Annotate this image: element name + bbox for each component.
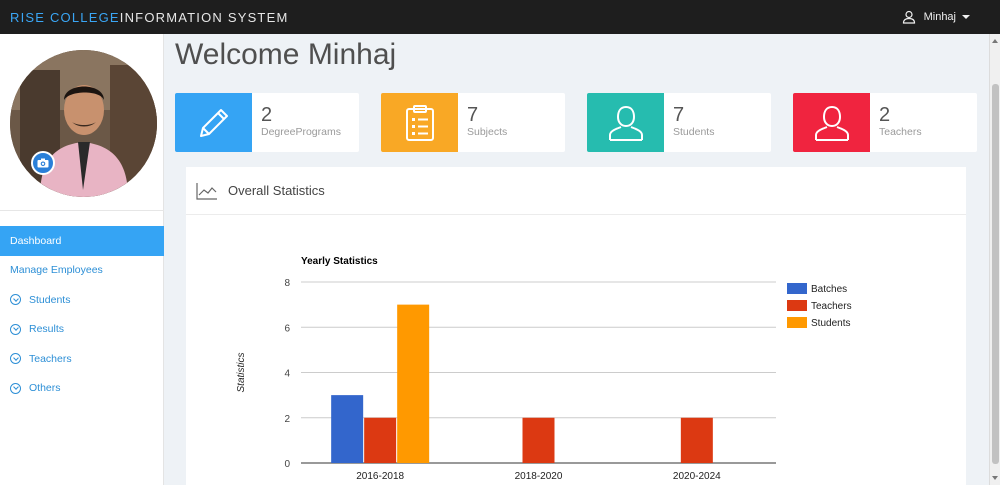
stat-card-students[interactable]: 7 Students [587,93,771,152]
stat-value: 2 [879,104,891,126]
stat-card-icon-box [175,93,252,152]
overall-statistics-panel: Overall Statistics Yearly Statistics 0 2 4 6… [186,167,966,485]
page-scrollbar[interactable] [989,34,1000,485]
stat-card-icon-box [381,93,458,152]
caret-down-icon [962,15,970,19]
sidebar-item-label: Manage Employees [10,264,103,277]
sidebar-item-manage-employees[interactable]: Manage Employees [0,256,164,286]
sidebar-item-dashboard[interactable]: Dashboard [0,226,164,256]
stat-label: Subjects [467,126,508,138]
bar-batches [331,395,364,463]
app-brand[interactable]: RISE COLLEGEINFORMATION SYSTEM [10,10,288,25]
user-icon [814,105,849,141]
legend-label: Batches [811,284,847,295]
sidebar-item-label: Teachers [29,352,72,365]
sidebar-item-label: Results [29,323,65,336]
user-icon [608,105,643,141]
legend-swatch [787,300,807,311]
scroll-up-icon[interactable] [992,39,998,43]
stat-value: 7 [467,104,479,126]
bar-teachers [522,417,555,463]
scroll-thumb[interactable] [992,84,999,464]
scroll-down-icon[interactable] [992,476,998,480]
stat-value: 2 [261,104,273,126]
stat-card-subjects[interactable]: 7 Subjects [381,93,565,152]
y-tick-label: 2 [284,414,290,425]
bar-students [397,304,430,463]
y-tick-label: 6 [284,323,290,334]
pencil-icon [199,108,228,137]
legend-label: Students [811,318,850,329]
camera-icon [37,158,49,168]
x-tick-label: 2018-2020 [515,471,563,482]
stat-value: 7 [673,104,685,126]
sidebar-item-teachers[interactable]: Teachers [0,344,164,374]
chevron-circle-icon [10,294,21,306]
stat-card-degree-programs[interactable]: 2 DegreePrograms [175,93,359,152]
chevron-circle-icon [10,382,21,394]
panel-header: Overall Statistics [186,167,966,215]
legend-swatch [787,283,807,294]
user-menu[interactable]: Minhaj [902,0,970,34]
sidebar: Dashboard Manage Employees Students Resu… [0,34,164,485]
sidebar-nav: Dashboard Manage Employees Students Resu… [0,226,164,403]
x-tick-label: 2016-2018 [356,471,404,482]
y-tick-label: 0 [284,459,290,470]
sidebar-divider [0,210,164,211]
stat-card-icon-box [793,93,870,152]
panel-title: Overall Statistics [228,183,325,198]
sidebar-item-label: Students [29,293,71,306]
yearly-statistics-chart: Yearly Statistics 0 2 4 6 8 Statistics 2016-201… [236,256,852,482]
sidebar-item-label: Dashboard [10,234,62,247]
clipboard-icon [405,104,434,141]
sidebar-item-students[interactable]: Students [0,285,164,315]
chevron-circle-icon [10,323,21,335]
stat-card-icon-box [587,93,664,152]
chevron-circle-icon [10,353,21,365]
x-tick-label: 2020-2024 [673,471,721,482]
page-title: Welcome Minhaj [175,38,397,71]
sidebar-item-results[interactable]: Results [0,315,164,345]
legend-label: Teachers [811,301,852,312]
top-navbar: RISE COLLEGEINFORMATION SYSTEM Minhaj [0,0,1000,34]
stat-label: DegreePrograms [261,126,341,138]
legend-swatch [787,317,807,328]
stat-label: Students [673,126,715,138]
brand-accent-text: RISE COLLEGE [10,9,120,25]
line-chart-icon [196,182,217,200]
avatar-photo [10,50,157,197]
brand-rest-text: INFORMATION SYSTEM [119,9,289,25]
y-tick-label: 4 [284,369,290,380]
sidebar-item-others[interactable]: Others [0,374,164,404]
change-photo-button[interactable] [31,151,55,175]
y-axis-label: Statistics [236,352,247,392]
user-name: Minhaj [923,11,956,23]
bar-teachers [364,417,397,463]
y-tick-label: 8 [284,278,290,289]
stat-label: Teachers [879,126,922,138]
chart-title: Yearly Statistics [301,256,378,267]
avatar [10,50,157,197]
user-icon [902,10,915,24]
sidebar-item-label: Others [29,382,61,395]
stat-card-teachers[interactable]: 2 Teachers [793,93,977,152]
bar-teachers [680,417,713,463]
